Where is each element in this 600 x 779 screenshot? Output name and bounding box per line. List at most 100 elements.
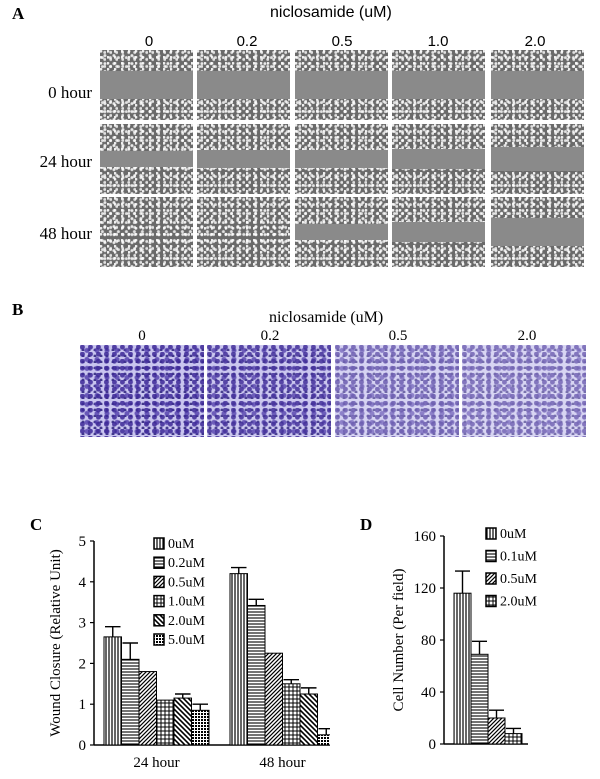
- legend-label: 0.5uM: [500, 572, 538, 587]
- y-tick-label: 0: [429, 737, 437, 753]
- y-tick-label: 3: [79, 616, 87, 632]
- bar-2.0uM-48-hour: [299, 693, 318, 746]
- error-bar: [248, 598, 264, 606]
- bar-0.2uM-24-hour: [121, 658, 140, 746]
- panel-b-col-0: 0: [138, 328, 146, 344]
- legend-label: 2.0uM: [168, 614, 206, 629]
- legend-label: 2.0uM: [500, 595, 538, 610]
- error-bar: [489, 709, 504, 718]
- legend-swatch: [153, 594, 165, 608]
- panel-b-title: niclosamide (uM): [269, 309, 384, 326]
- error-bar: [455, 570, 470, 594]
- transwell-image-2: [335, 345, 459, 437]
- legend-swatch: [153, 614, 165, 627]
- wound-image-r1-c1: [197, 124, 290, 194]
- error-bar: [175, 693, 191, 699]
- wound-gap: [392, 222, 485, 242]
- panel-a-col-1: 0.2: [236, 33, 258, 50]
- wound-gap: [392, 71, 485, 99]
- panel-a-col-0: 0: [144, 33, 154, 50]
- x-category-label: 24 hour: [133, 755, 179, 771]
- chart-c-wound-closure: 0 1 2 3 4 5 Wound Closure (Relative Unit) 24 ho…: [48, 534, 330, 771]
- panel-a-row-2: 48 hour: [39, 224, 92, 243]
- panel-a-col-4: 2.0: [524, 33, 546, 50]
- y-tick-label: 5: [79, 534, 87, 550]
- bar-0uM-48-hour: [229, 573, 248, 746]
- panel-a-row-1: 24 hour: [39, 152, 92, 171]
- legend-label: 0uM: [500, 527, 527, 542]
- panel-c-letter: C: [30, 515, 43, 534]
- wound-image-r2-c0: [100, 197, 193, 267]
- bar-0uM: [453, 592, 472, 745]
- wound-image-r2-c1: [197, 197, 290, 267]
- bar-2.0uM-24-hour: [173, 697, 192, 746]
- wound-gap: [295, 224, 388, 240]
- wound-image-r0-c4: [491, 50, 584, 120]
- legend-swatch: [153, 556, 165, 569]
- wound-image-r1-c4: [491, 124, 584, 194]
- legend-swatch: [485, 527, 497, 540]
- legend-swatch: [485, 572, 497, 585]
- chart-d-cell-number: 0 40 80 120 160 Cell Number (Per field) 0uM 0.1…: [391, 527, 538, 753]
- wound-image-r0-c0: [100, 50, 193, 120]
- legend-swatch: [153, 537, 165, 550]
- x-category-label: 48 hour: [259, 755, 305, 771]
- wound-gap: [100, 71, 193, 99]
- panel-d-letter: D: [360, 515, 373, 534]
- y-tick-label: 0: [79, 738, 87, 754]
- panel-b-col-2: 0.5: [388, 328, 408, 344]
- wound-image-r2-c2: [295, 197, 388, 267]
- panel-a-col-3: 1.0: [427, 33, 449, 50]
- bar-0.1uM: [470, 653, 489, 745]
- error-bar: [122, 642, 138, 660]
- legend-label: 0.1uM: [500, 550, 538, 565]
- panel-b-col-1: 0.2: [260, 328, 280, 344]
- error-bar: [105, 625, 121, 637]
- y-tick-label: 120: [414, 581, 437, 597]
- error-bar: [301, 687, 317, 694]
- bar-1.0uM-24-hour: [156, 699, 175, 746]
- wound-gap: [197, 71, 290, 99]
- bar-1.0uM-48-hour: [282, 683, 301, 746]
- bar-0.2uM-48-hour: [247, 604, 266, 746]
- wound-image-r0-c2: [295, 50, 388, 120]
- y-tick-label: 1: [79, 697, 87, 713]
- legend-swatch: [485, 549, 497, 563]
- wound-image-r2-c3: [392, 197, 485, 267]
- y-tick-label: 40: [421, 685, 436, 701]
- legend-label: 5.0uM: [168, 633, 206, 648]
- bar-0.5uM-24-hour: [138, 671, 157, 746]
- wound-gap: [295, 150, 388, 168]
- legend-label: 0.2uM: [168, 556, 206, 571]
- transwell-image-1: [207, 345, 331, 437]
- panel-b-letter: B: [12, 300, 24, 319]
- wound-gap: [392, 149, 485, 169]
- bar-5.0uM-48-hour: [317, 734, 330, 746]
- error-bar: [192, 703, 208, 711]
- wound-image-r2-c4: [491, 197, 584, 267]
- panel-a-title: niclosamide (uM): [270, 4, 392, 21]
- error-bar: [231, 566, 247, 574]
- error-bar: [283, 679, 299, 684]
- wound-image-r1-c0: [100, 124, 193, 194]
- wound-gap: [197, 150, 290, 168]
- transwell-image-3: [462, 345, 586, 437]
- bar-0.5uM: [487, 717, 506, 745]
- y-tick-label: 4: [79, 575, 87, 591]
- panel-a-letter: A: [12, 4, 25, 23]
- legend-swatch: [485, 594, 497, 608]
- wound-image-r0-c3: [392, 50, 485, 120]
- wound-gap: [491, 218, 584, 246]
- error-bar: [318, 727, 330, 735]
- panel-b-col-3: 2.0: [517, 328, 537, 344]
- wound-image-r1-c3: [392, 124, 485, 194]
- bar-0uM-24-hour: [103, 636, 122, 746]
- wound-gap: [295, 71, 388, 99]
- legend-label: 0.5uM: [168, 575, 206, 590]
- panel-a-row-0: 0 hour: [48, 83, 92, 102]
- wound-image-r1-c2: [295, 124, 388, 194]
- legend-label: 1.0uM: [168, 595, 206, 610]
- y-tick-label: 80: [421, 633, 436, 649]
- y-tick-label: 2: [79, 656, 87, 672]
- bar-2.0uM: [504, 733, 523, 745]
